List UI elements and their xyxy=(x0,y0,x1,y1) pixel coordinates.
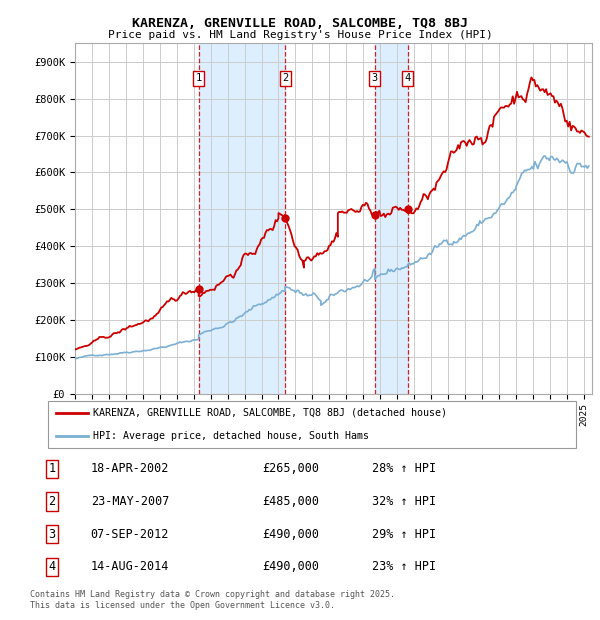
Text: 1: 1 xyxy=(196,73,202,84)
Text: 3: 3 xyxy=(371,73,378,84)
Text: 18-APR-2002: 18-APR-2002 xyxy=(91,463,169,476)
Text: 2: 2 xyxy=(282,73,288,84)
Text: HPI: Average price, detached house, South Hams: HPI: Average price, detached house, Sout… xyxy=(93,431,369,441)
Text: 2: 2 xyxy=(49,495,56,508)
Text: £485,000: £485,000 xyxy=(262,495,319,508)
Text: 23% ↑ HPI: 23% ↑ HPI xyxy=(372,560,436,574)
FancyBboxPatch shape xyxy=(48,401,576,448)
Text: Contains HM Land Registry data © Crown copyright and database right 2025.
This d: Contains HM Land Registry data © Crown c… xyxy=(30,590,395,609)
Text: 1: 1 xyxy=(49,463,56,476)
Text: Price paid vs. HM Land Registry's House Price Index (HPI): Price paid vs. HM Land Registry's House … xyxy=(107,30,493,40)
Bar xyxy=(375,43,408,394)
Text: £490,000: £490,000 xyxy=(262,560,319,574)
Text: 14-AUG-2014: 14-AUG-2014 xyxy=(91,560,169,574)
Text: 07-SEP-2012: 07-SEP-2012 xyxy=(91,528,169,541)
Text: KARENZA, GRENVILLE ROAD, SALCOMBE, TQ8 8BJ: KARENZA, GRENVILLE ROAD, SALCOMBE, TQ8 8… xyxy=(132,17,468,30)
Text: KARENZA, GRENVILLE ROAD, SALCOMBE, TQ8 8BJ (detached house): KARENZA, GRENVILLE ROAD, SALCOMBE, TQ8 8… xyxy=(93,408,447,418)
Text: 4: 4 xyxy=(49,560,56,574)
Text: 4: 4 xyxy=(404,73,411,84)
Text: £490,000: £490,000 xyxy=(262,528,319,541)
Text: 28% ↑ HPI: 28% ↑ HPI xyxy=(372,463,436,476)
Text: 3: 3 xyxy=(49,528,56,541)
Text: 32% ↑ HPI: 32% ↑ HPI xyxy=(372,495,436,508)
Text: 23-MAY-2007: 23-MAY-2007 xyxy=(91,495,169,508)
Text: 29% ↑ HPI: 29% ↑ HPI xyxy=(372,528,436,541)
Text: £265,000: £265,000 xyxy=(262,463,319,476)
Bar xyxy=(199,43,285,394)
